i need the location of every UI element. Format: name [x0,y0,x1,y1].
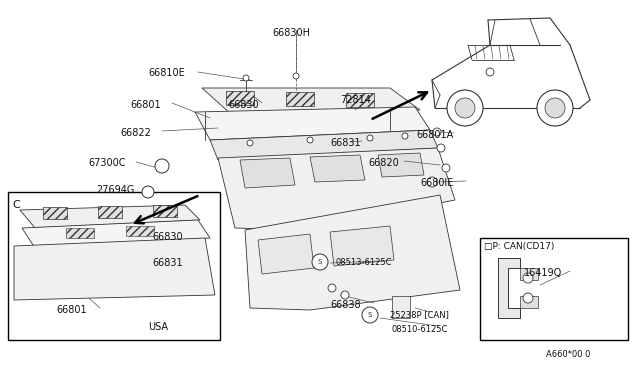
Bar [126,226,154,236]
Text: 66830: 66830 [228,100,259,110]
Circle shape [523,273,533,283]
Polygon shape [240,158,295,188]
Text: 08510-6125C: 08510-6125C [392,325,449,334]
Circle shape [142,186,154,198]
Text: 67300C: 67300C [88,158,125,168]
Circle shape [537,90,573,126]
Bar [98,206,122,218]
Polygon shape [210,130,438,160]
Bar [286,92,314,106]
Text: 66822: 66822 [120,128,151,138]
Polygon shape [218,148,455,230]
Text: USA: USA [148,322,168,332]
Circle shape [341,291,349,299]
Text: 66810E: 66810E [148,68,185,78]
Circle shape [523,293,533,303]
Circle shape [442,164,450,172]
Circle shape [447,90,483,126]
Polygon shape [22,220,210,248]
Polygon shape [480,238,628,340]
Circle shape [455,98,475,118]
Circle shape [367,135,373,141]
Circle shape [545,98,565,118]
Text: 16419Q: 16419Q [524,268,563,278]
Text: 66801A: 66801A [416,130,453,140]
Text: S: S [318,259,322,265]
Bar [66,228,94,238]
Circle shape [433,128,441,136]
Polygon shape [20,205,200,228]
Text: 66820: 66820 [368,158,399,168]
Circle shape [437,144,445,152]
Bar [43,207,67,219]
Text: C: C [12,200,20,210]
Circle shape [247,140,253,146]
Circle shape [307,137,313,143]
Polygon shape [14,238,215,300]
Polygon shape [195,107,430,140]
Text: 6680lE: 6680lE [420,178,453,188]
Circle shape [312,254,328,270]
Text: 08513-6125C: 08513-6125C [336,258,392,267]
Polygon shape [258,234,314,274]
Text: 66801: 66801 [130,100,161,110]
Polygon shape [245,195,460,310]
Polygon shape [520,268,538,280]
Circle shape [486,68,494,76]
Circle shape [402,133,408,139]
Circle shape [362,307,378,323]
Text: 27694G: 27694G [96,185,134,195]
Polygon shape [202,88,420,115]
Circle shape [243,75,249,81]
Polygon shape [498,258,520,318]
Text: 66831: 66831 [330,138,360,148]
Polygon shape [330,226,394,266]
Text: 72814: 72814 [340,95,371,105]
Circle shape [293,73,299,79]
Polygon shape [8,192,220,340]
Circle shape [328,284,336,292]
Text: 66838: 66838 [330,300,360,310]
Circle shape [155,159,169,173]
Polygon shape [520,296,538,308]
Polygon shape [378,153,424,177]
Text: □P: CAN(CD17): □P: CAN(CD17) [484,242,554,251]
Circle shape [427,177,437,187]
Bar [226,91,254,105]
Text: 66830H: 66830H [272,28,310,38]
Text: 25238P [CAN]: 25238P [CAN] [390,310,449,319]
Text: A660*00 0: A660*00 0 [546,350,590,359]
Text: 66831: 66831 [152,258,182,268]
Text: S: S [368,312,372,318]
Text: 66801: 66801 [56,305,86,315]
Bar [153,205,177,217]
Polygon shape [310,155,365,182]
Text: 66830: 66830 [152,232,182,242]
Polygon shape [392,296,410,318]
Bar [346,93,374,107]
